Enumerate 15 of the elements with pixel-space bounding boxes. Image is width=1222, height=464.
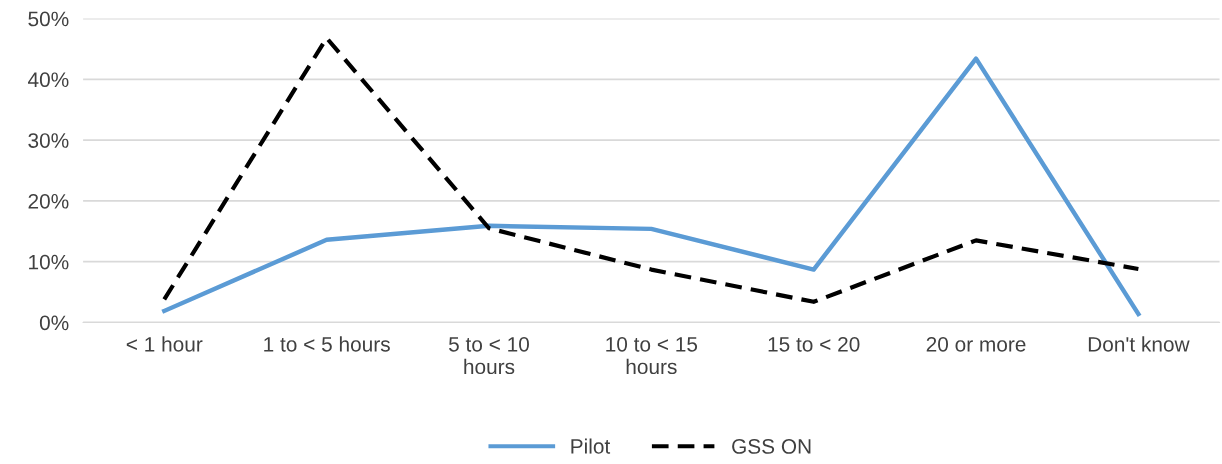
x-tick-label: < 1 hour	[126, 336, 203, 352]
x-tick-label: Don't know	[1088, 336, 1190, 352]
y-tick-label: 0%	[39, 315, 69, 331]
x-tick-label: 15 to < 20	[768, 336, 860, 352]
y-tick-label: 40%	[27, 72, 69, 88]
y-tick-label: 10%	[29, 254, 69, 270]
x-tick-label: 1 to < 5 hours	[264, 336, 390, 352]
legend-label: GSS ON	[732, 439, 811, 454]
x-tick-label: 5 to < 10 hours	[448, 336, 529, 375]
y-tick-label: 50%	[28, 11, 69, 27]
x-tick-label: 20 or more	[926, 336, 1026, 352]
y-tick-label: 20%	[28, 193, 69, 209]
y-tick-label: 30%	[28, 133, 69, 148]
x-tick-label: 10 to < 15 hours	[606, 336, 698, 375]
legend-label: Pilot	[571, 438, 611, 454]
